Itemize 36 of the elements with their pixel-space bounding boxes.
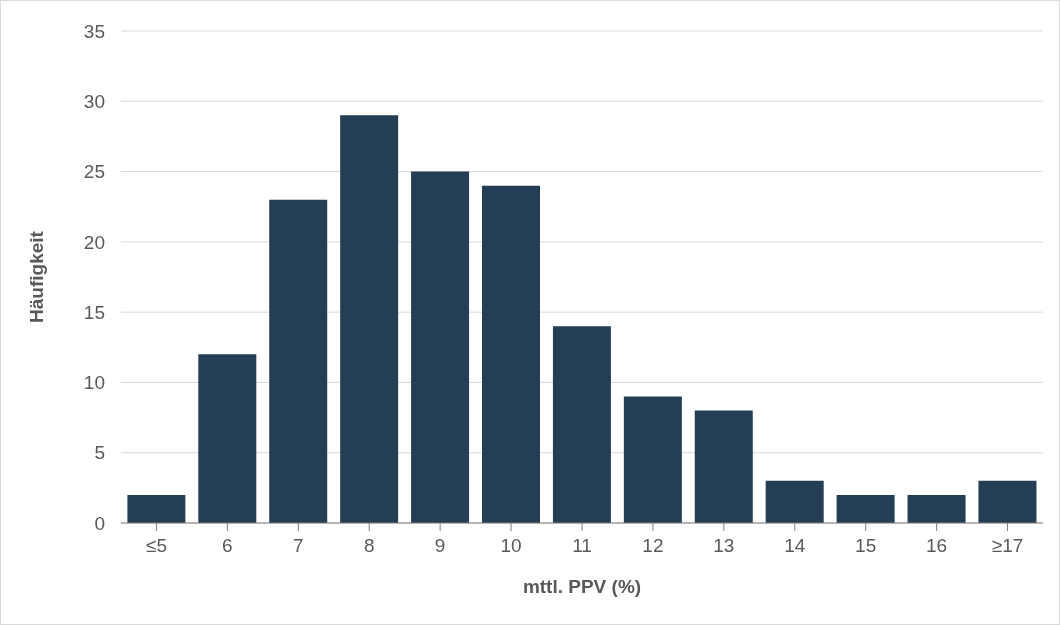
bar	[765, 480, 824, 523]
x-tick-label: 9	[434, 535, 446, 557]
bar	[269, 199, 328, 523]
bar	[978, 480, 1037, 523]
y-tick-label: 15	[83, 301, 105, 323]
x-tick-label: 8	[363, 535, 375, 557]
x-tick-label: 10	[500, 535, 522, 557]
x-tick-label: 15	[855, 535, 877, 557]
x-tick-label: 16	[926, 535, 948, 557]
x-tick-label: ≤5	[145, 535, 167, 557]
y-tick-label: 5	[94, 442, 105, 464]
bar	[198, 354, 257, 523]
x-tick-label: 13	[713, 535, 735, 557]
x-axis-title: mttl. PPV (%)	[522, 576, 642, 597]
bar	[482, 185, 540, 523]
x-tick-label: 11	[572, 535, 592, 557]
x-tick-label: 14	[784, 535, 806, 557]
y-tick-label: 35	[83, 20, 105, 42]
bar	[694, 410, 753, 523]
y-tick-label: 20	[83, 231, 105, 253]
y-tick-label: 25	[83, 161, 105, 183]
x-tick-label: 12	[642, 535, 664, 557]
x-tick-label: 7	[293, 535, 304, 557]
bar	[907, 494, 966, 523]
bar	[411, 171, 470, 523]
bar	[340, 115, 399, 523]
x-tick-label: 6	[222, 535, 233, 557]
bar	[836, 494, 895, 523]
x-tick-label: ≥17	[991, 535, 1024, 557]
bar	[127, 494, 186, 523]
bar	[623, 396, 682, 523]
y-tick-label: 10	[83, 372, 105, 394]
y-axis-title: Häufigkeit	[25, 230, 47, 323]
y-tick-label: 30	[83, 91, 105, 113]
y-tick-label: 0	[94, 512, 105, 534]
bar	[552, 326, 611, 523]
